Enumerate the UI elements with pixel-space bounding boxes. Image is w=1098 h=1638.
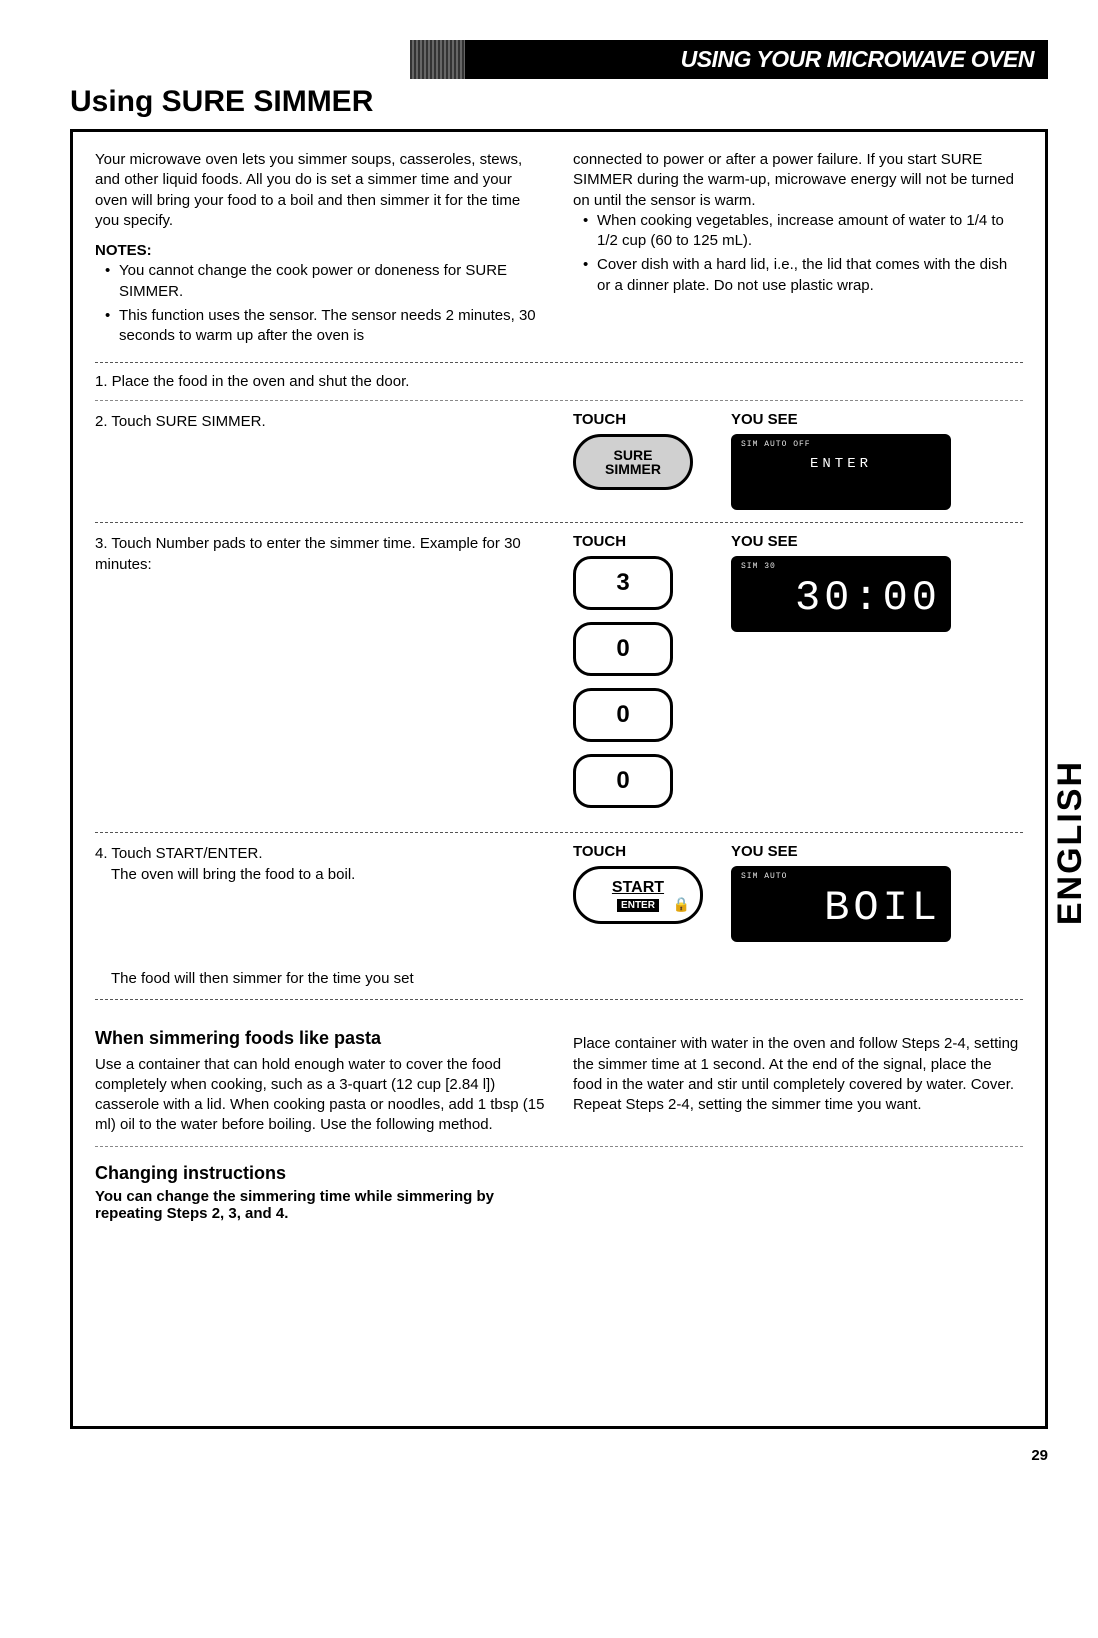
- pasta-left: Use a container that can hold enough wat…: [95, 1055, 545, 1136]
- language-tab: ENGLISH: [1051, 760, 1090, 925]
- lock-icon: 🔒: [673, 896, 690, 913]
- right-bullet: Cover dish with a hard lid, i.e., the li…: [583, 255, 1023, 296]
- display-readout: 30:00: [741, 577, 941, 619]
- start-enter-button[interactable]: START ENTER 🔒: [573, 866, 703, 924]
- number-pad-3[interactable]: 3: [573, 556, 673, 610]
- touch-header: TOUCH: [573, 843, 713, 860]
- button-label-line2: ENTER: [617, 899, 659, 912]
- intro-paragraph: Your microwave oven lets you simmer soup…: [95, 150, 545, 231]
- note-item: You cannot change the cook power or done…: [105, 261, 545, 302]
- display-indicators: SIM 30: [741, 562, 941, 571]
- sure-simmer-button[interactable]: SURE SIMMER: [573, 434, 693, 490]
- touch-header: TOUCH: [573, 411, 713, 428]
- step-3-text: 3. Touch Number pads to enter the simmer…: [95, 533, 545, 575]
- intro-right: connected to power or after a power fail…: [573, 150, 1023, 350]
- right-bullet: When cooking vegetables, increase amount…: [583, 211, 1023, 252]
- button-label-line2: SIMMER: [605, 462, 661, 476]
- touch-header: TOUCH: [573, 533, 713, 550]
- step-1: 1. Place the food in the oven and shut t…: [95, 373, 1023, 390]
- changing-heading: Changing instructions: [95, 1163, 1023, 1184]
- button-label-line1: START: [612, 879, 664, 897]
- step-4-after: The food will then simmer for the time y…: [111, 970, 1023, 987]
- display-panel: SIM 30 30:00: [731, 556, 951, 632]
- notes-heading: NOTES:: [95, 241, 545, 261]
- page-number: 29: [70, 1447, 1048, 1464]
- yousee-header: YOU SEE: [731, 533, 1023, 550]
- display-indicators: SIM AUTO: [741, 872, 941, 881]
- intro-left: Your microwave oven lets you simmer soup…: [95, 150, 545, 350]
- number-pad-0[interactable]: 0: [573, 622, 673, 676]
- note-item: This function uses the sensor. The senso…: [105, 306, 545, 347]
- step-2-text: 2. Touch SURE SIMMER.: [95, 411, 545, 432]
- pasta-heading: When simmering foods like pasta: [95, 1026, 545, 1050]
- step-4-text: 4. Touch START/ENTER.: [95, 843, 545, 864]
- page-title: Using SURE SIMMER: [70, 85, 1048, 119]
- number-pad-0[interactable]: 0: [573, 688, 673, 742]
- button-label-line1: SURE: [614, 448, 653, 462]
- display-readout: ENTER: [741, 457, 941, 471]
- display-panel: SIM AUTO OFF ENTER: [731, 434, 951, 510]
- number-pad-0[interactable]: 0: [573, 754, 673, 808]
- step-4-sub: The oven will bring the food to a boil.: [111, 864, 545, 885]
- display-indicators: SIM AUTO OFF: [741, 440, 941, 449]
- changing-text: You can change the simmering time while …: [95, 1188, 525, 1222]
- manual-page: USING YOUR MICROWAVE OVEN Using SURE SIM…: [0, 0, 1098, 1494]
- content-box: Your microwave oven lets you simmer soup…: [70, 129, 1048, 1429]
- section-header: USING YOUR MICROWAVE OVEN: [410, 40, 1048, 79]
- intro-right-paragraph: connected to power or after a power fail…: [573, 150, 1023, 211]
- yousee-header: YOU SEE: [731, 843, 1023, 860]
- pasta-right: Place container with water in the oven a…: [573, 1034, 1023, 1115]
- display-readout: BOIL: [741, 887, 941, 929]
- display-panel: SIM AUTO BOIL: [731, 866, 951, 942]
- yousee-header: YOU SEE: [731, 411, 1023, 428]
